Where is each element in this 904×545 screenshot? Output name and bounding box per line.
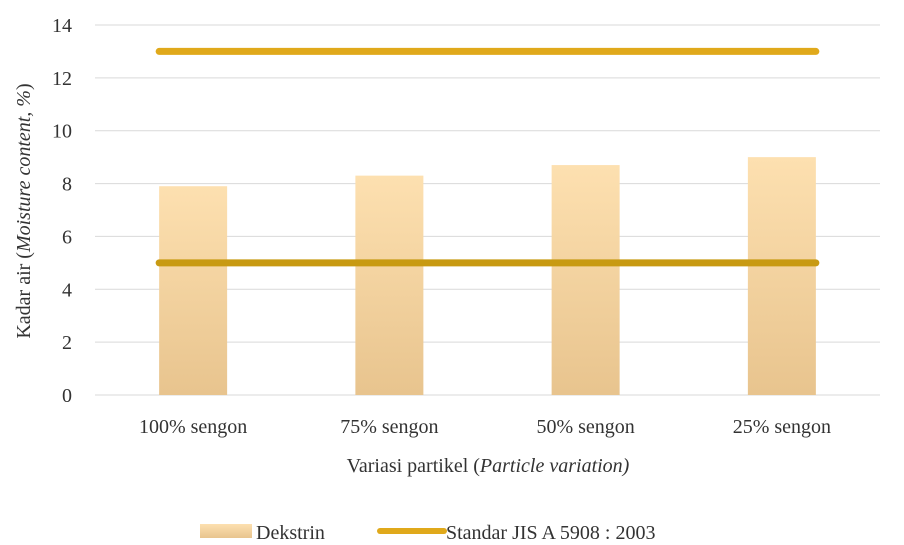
y-axis-title: Kadar air (Moisture content, %) xyxy=(13,83,35,338)
bar xyxy=(159,186,228,395)
y-tick-label: 2 xyxy=(62,332,72,354)
bar-series xyxy=(159,157,816,395)
legend-label-bar: Dekstrin xyxy=(256,522,325,544)
x-tick-label: 50% sengon xyxy=(536,416,634,438)
bar xyxy=(747,157,816,395)
x-tick-label: 100% sengon xyxy=(139,416,247,438)
y-tick-label: 12 xyxy=(52,68,72,90)
y-tick-label: 6 xyxy=(62,226,72,248)
x-axis-ticks: 100% sengon 75% sengon 50% sengon 25% sengo… xyxy=(139,416,831,438)
reference-lines xyxy=(155,47,820,267)
x-tick-label: 75% sengon xyxy=(340,416,438,438)
bar xyxy=(551,165,620,395)
legend-swatch-bar xyxy=(200,524,252,538)
x-axis-title: Variasi partikel (Particle variation) xyxy=(347,455,630,477)
y-tick-label: 4 xyxy=(62,279,72,301)
legend: Dekstrin Standar JIS A 5908 : 2003 xyxy=(200,522,655,544)
y-tick-label: 10 xyxy=(52,121,72,143)
legend-label-line: Standar JIS A 5908 : 2003 xyxy=(446,522,655,544)
bar xyxy=(355,175,424,395)
x-tick-label: 25% sengon xyxy=(733,416,831,438)
y-axis-ticks: 0 2 4 6 8 10 12 14 xyxy=(52,15,72,407)
y-tick-label: 8 xyxy=(62,174,72,196)
y-tick-label: 14 xyxy=(52,15,72,37)
y-tick-label: 0 xyxy=(62,385,72,407)
